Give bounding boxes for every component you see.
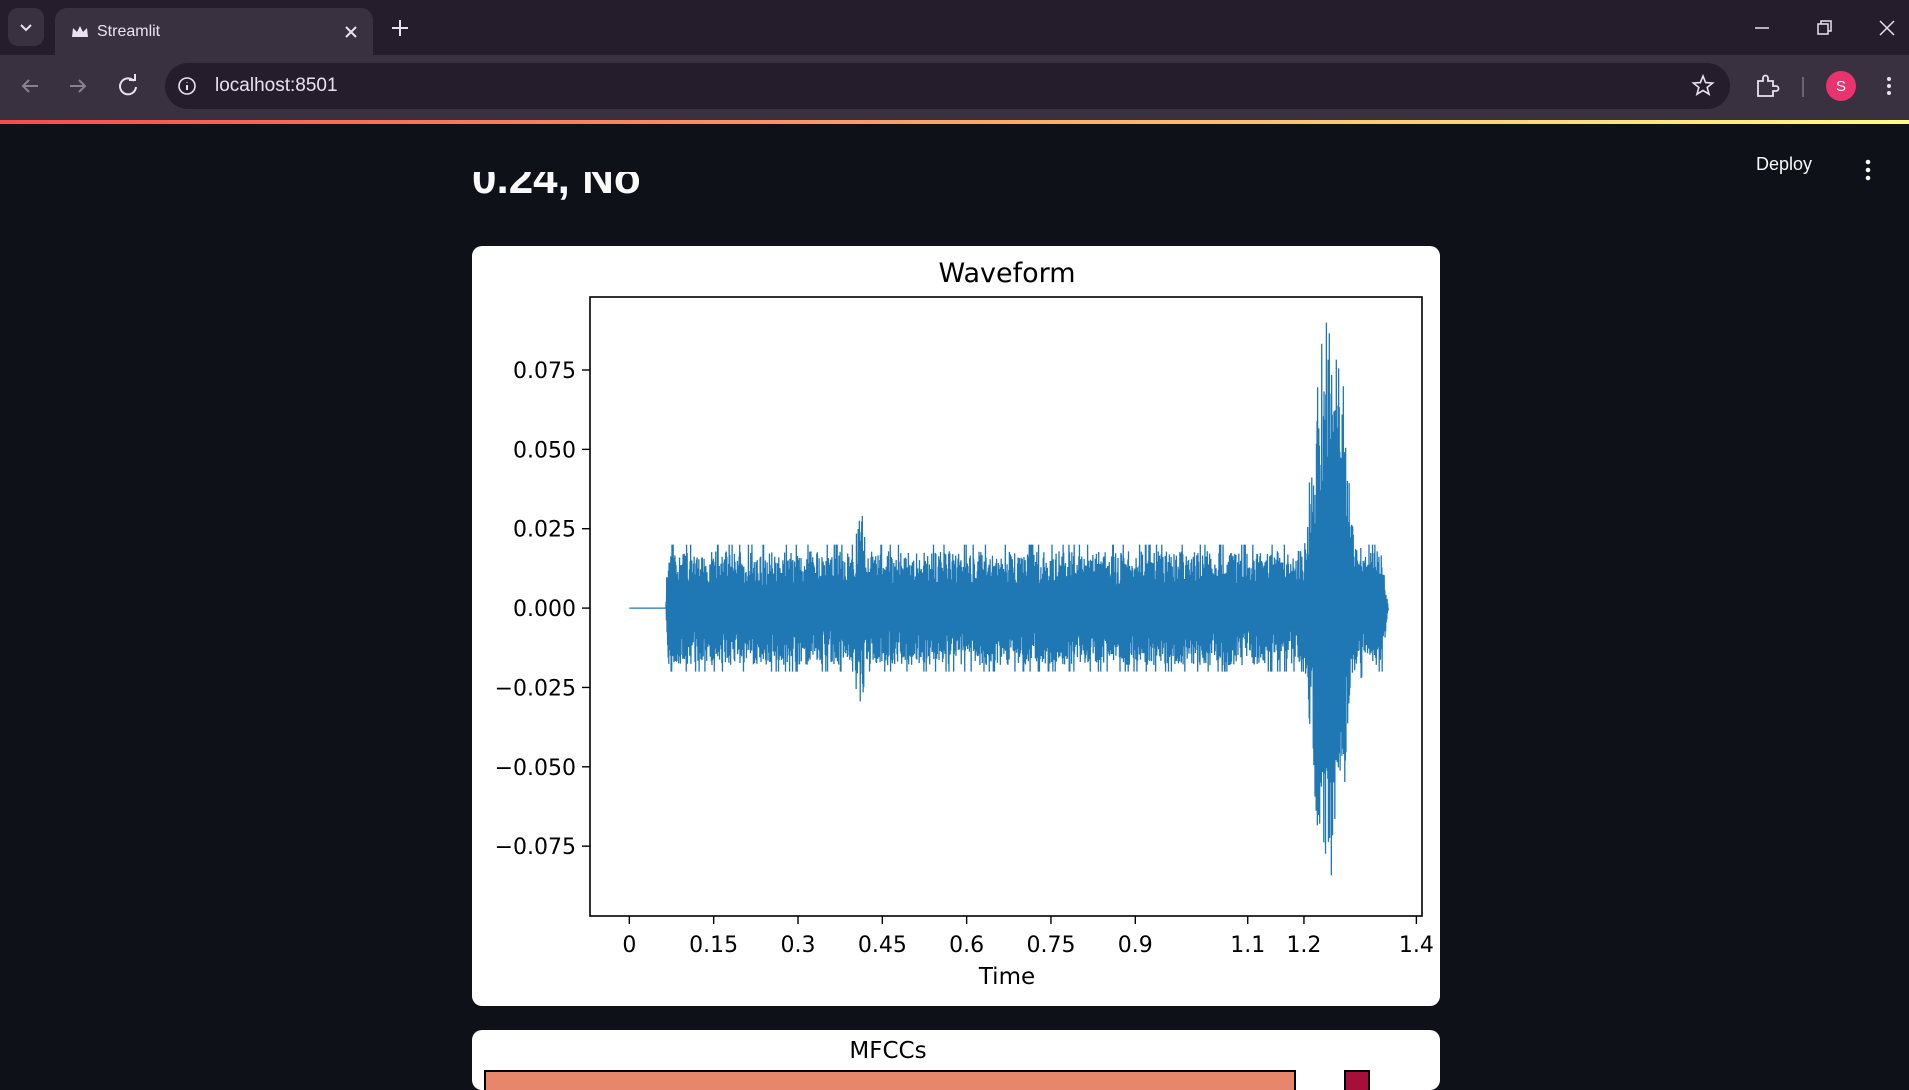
x-tick-label: 1.4: [1399, 933, 1434, 958]
x-tick-label: 0.6: [949, 933, 984, 958]
scrolled-heading: 0.24, No: [472, 172, 772, 208]
url-text[interactable]: localhost:8501: [215, 75, 338, 96]
x-tick-label: 0.3: [781, 933, 816, 958]
y-tick-label: 0.075: [513, 359, 576, 384]
waveform-line: [629, 322, 1389, 876]
app-menu-icon[interactable]: [1856, 155, 1880, 185]
mfcc-title: MFCCs: [849, 1038, 927, 1064]
x-tick-label: 0.15: [689, 933, 738, 958]
y-tick-label: −0.075: [495, 835, 576, 860]
chevron-down-icon: [20, 24, 32, 32]
mfcc-heatmap: [484, 1070, 1296, 1090]
y-tick-label: −0.050: [495, 756, 576, 781]
y-tick-label: 0.000: [513, 597, 576, 622]
mfcc-colorbar: [1344, 1070, 1370, 1090]
extensions-puzzle-icon[interactable]: [1752, 71, 1782, 101]
back-arrow-icon[interactable]: [15, 71, 45, 101]
tab-title: Streamlit: [97, 23, 161, 40]
x-tick-label: 0.45: [858, 933, 907, 958]
browser-menu-icon[interactable]: [1874, 71, 1904, 101]
y-tick-label: 0.025: [513, 518, 576, 543]
browser-toolbar: localhost:8501 S: [0, 55, 1909, 120]
x-tick-label: 0.9: [1118, 933, 1153, 958]
deploy-button[interactable]: Deploy: [1756, 154, 1813, 174]
x-axis-label: Time: [978, 964, 1035, 990]
plot-frame: [589, 296, 1423, 917]
scrolled-heading-text: 0.24, No: [472, 172, 641, 203]
browser-tab-bar: Streamlit: [0, 0, 1909, 55]
restore-icon[interactable]: [1810, 14, 1838, 42]
site-info-icon[interactable]: [175, 74, 199, 98]
mfcc-figure: MFCCs: [472, 1030, 1440, 1090]
new-tab-icon[interactable]: [386, 14, 414, 42]
minimize-icon[interactable]: [1748, 14, 1776, 42]
forward-arrow-icon[interactable]: [63, 71, 93, 101]
reload-icon[interactable]: [113, 71, 143, 101]
x-tick-label: 0: [622, 933, 636, 958]
x-tick-label: 0.75: [1026, 933, 1075, 958]
x-tick-label: 1.2: [1286, 933, 1321, 958]
bookmark-star-icon[interactable]: [1690, 73, 1716, 99]
close-tab-icon[interactable]: [341, 22, 361, 42]
header-decoration-bar: [0, 120, 1909, 124]
close-window-icon[interactable]: [1873, 14, 1901, 42]
browser-tab-active[interactable]: Streamlit: [55, 8, 373, 55]
streamlit-crown-icon: [72, 26, 88, 37]
y-tick-label: −0.025: [495, 676, 576, 701]
y-tick-label: 0.050: [513, 438, 576, 463]
x-tick-label: 1.1: [1230, 933, 1265, 958]
toolbar-separator: [1802, 77, 1804, 97]
waveform-figure: Waveform 0 0.15 0.3 0.45 0.6 0.75 0.9 1.1 1.2 1.4…: [472, 246, 1440, 1006]
profile-avatar[interactable]: S: [1826, 71, 1856, 101]
chart-title: Waveform: [938, 258, 1075, 289]
tab-search-button[interactable]: [8, 8, 44, 46]
address-bar[interactable]: localhost:8501: [165, 63, 1730, 109]
waveform-chart: Waveform 0 0.15 0.3 0.45 0.6 0.75 0.9 1.1 1.2 1.4…: [495, 258, 1434, 990]
